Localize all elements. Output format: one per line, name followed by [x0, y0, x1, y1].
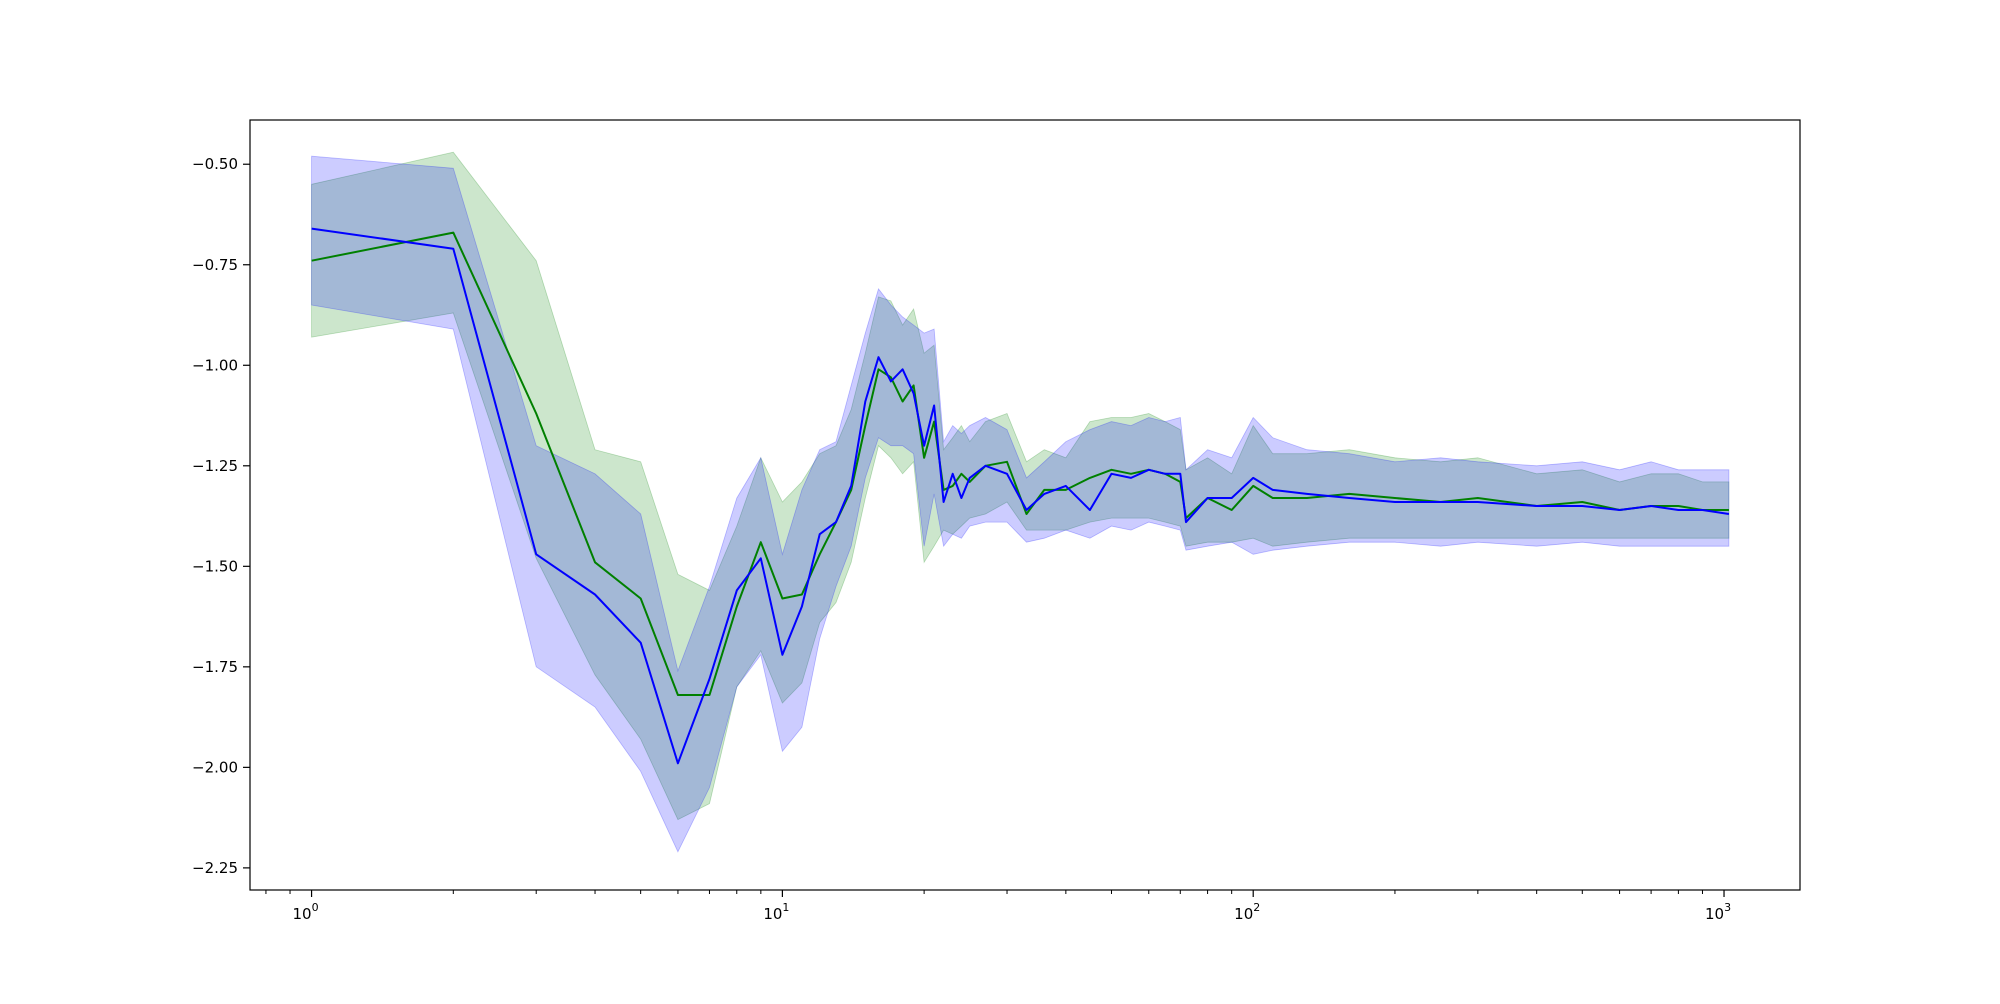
y-tick-label: −1.00 [192, 356, 238, 374]
y-tick-label: −2.00 [192, 758, 238, 776]
y-tick-label: −1.75 [192, 658, 238, 676]
series-1-line [311, 231, 1729, 696]
y-axis-ticks: −0.50 −0.75 −1.00 −1.25 −1.50 −1.75 −2.00 −2.25 [192, 155, 250, 877]
x-tick-exponent: 3 [1724, 901, 1731, 914]
plot-frame [249, 119, 1801, 891]
y-tick-label: −0.50 [192, 155, 238, 173]
series-1-band [311, 151, 1730, 821]
series-lines [311, 227, 1730, 765]
series-2-line [311, 227, 1730, 765]
y-tick-label: −1.25 [192, 457, 238, 475]
y-tick-label: −1.50 [192, 557, 238, 575]
x-tick-exponent: 2 [1253, 901, 1260, 914]
y-tick-label: −2.25 [192, 859, 238, 877]
confidence-bands [311, 151, 1730, 853]
series-2-band [311, 155, 1730, 853]
y-tick-label: −0.75 [192, 256, 238, 274]
x-tick-exponent: 1 [782, 901, 789, 914]
x-tick-exponent: 0 [312, 901, 319, 914]
